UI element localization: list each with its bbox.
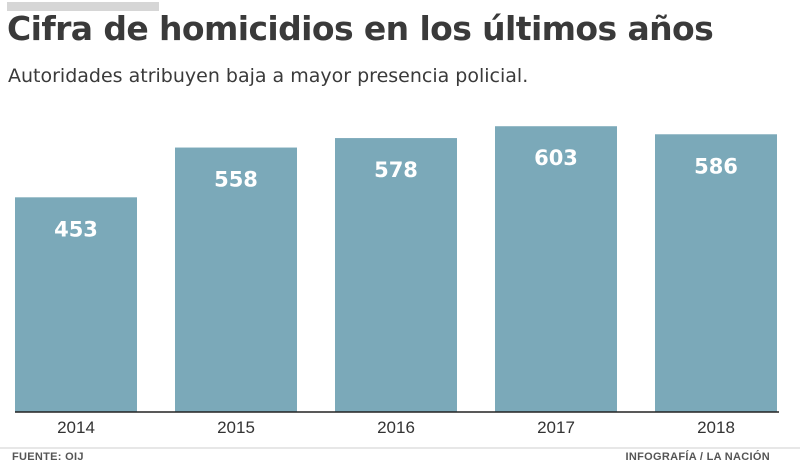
- x-tick-2016: 2016: [377, 418, 415, 437]
- value-label-2015: 558: [214, 168, 258, 192]
- value-label-2017: 603: [534, 146, 578, 170]
- chart-subtitle: Autoridades atribuyen baja a mayor prese…: [8, 65, 529, 87]
- bars-group: 453 558 578 603 586: [15, 126, 777, 412]
- source-note: FUENTE: OIJ: [12, 451, 84, 463]
- x-tick-2018: 2018: [697, 418, 735, 437]
- bar-2015: [175, 147, 297, 412]
- bar-2016: [335, 138, 457, 412]
- x-tick-labels: 2014 2015 2016 2017 2018: [57, 418, 735, 437]
- x-tick-2014: 2014: [57, 418, 95, 437]
- x-tick-2017: 2017: [537, 418, 575, 437]
- bar-2014: [15, 197, 137, 412]
- value-label-2016: 578: [374, 158, 418, 182]
- chart-title: Cifra de homicidios en los últimos años: [7, 9, 714, 48]
- value-label-2018: 586: [694, 154, 738, 178]
- value-label-2014: 453: [54, 217, 98, 241]
- credit-note: INFOGRAFÍA / LA NACIÓN: [625, 451, 770, 463]
- x-tick-2015: 2015: [217, 418, 255, 437]
- header-accent-bar: [7, 2, 159, 11]
- bar-2018: [655, 134, 777, 412]
- bar-2017: [495, 126, 617, 412]
